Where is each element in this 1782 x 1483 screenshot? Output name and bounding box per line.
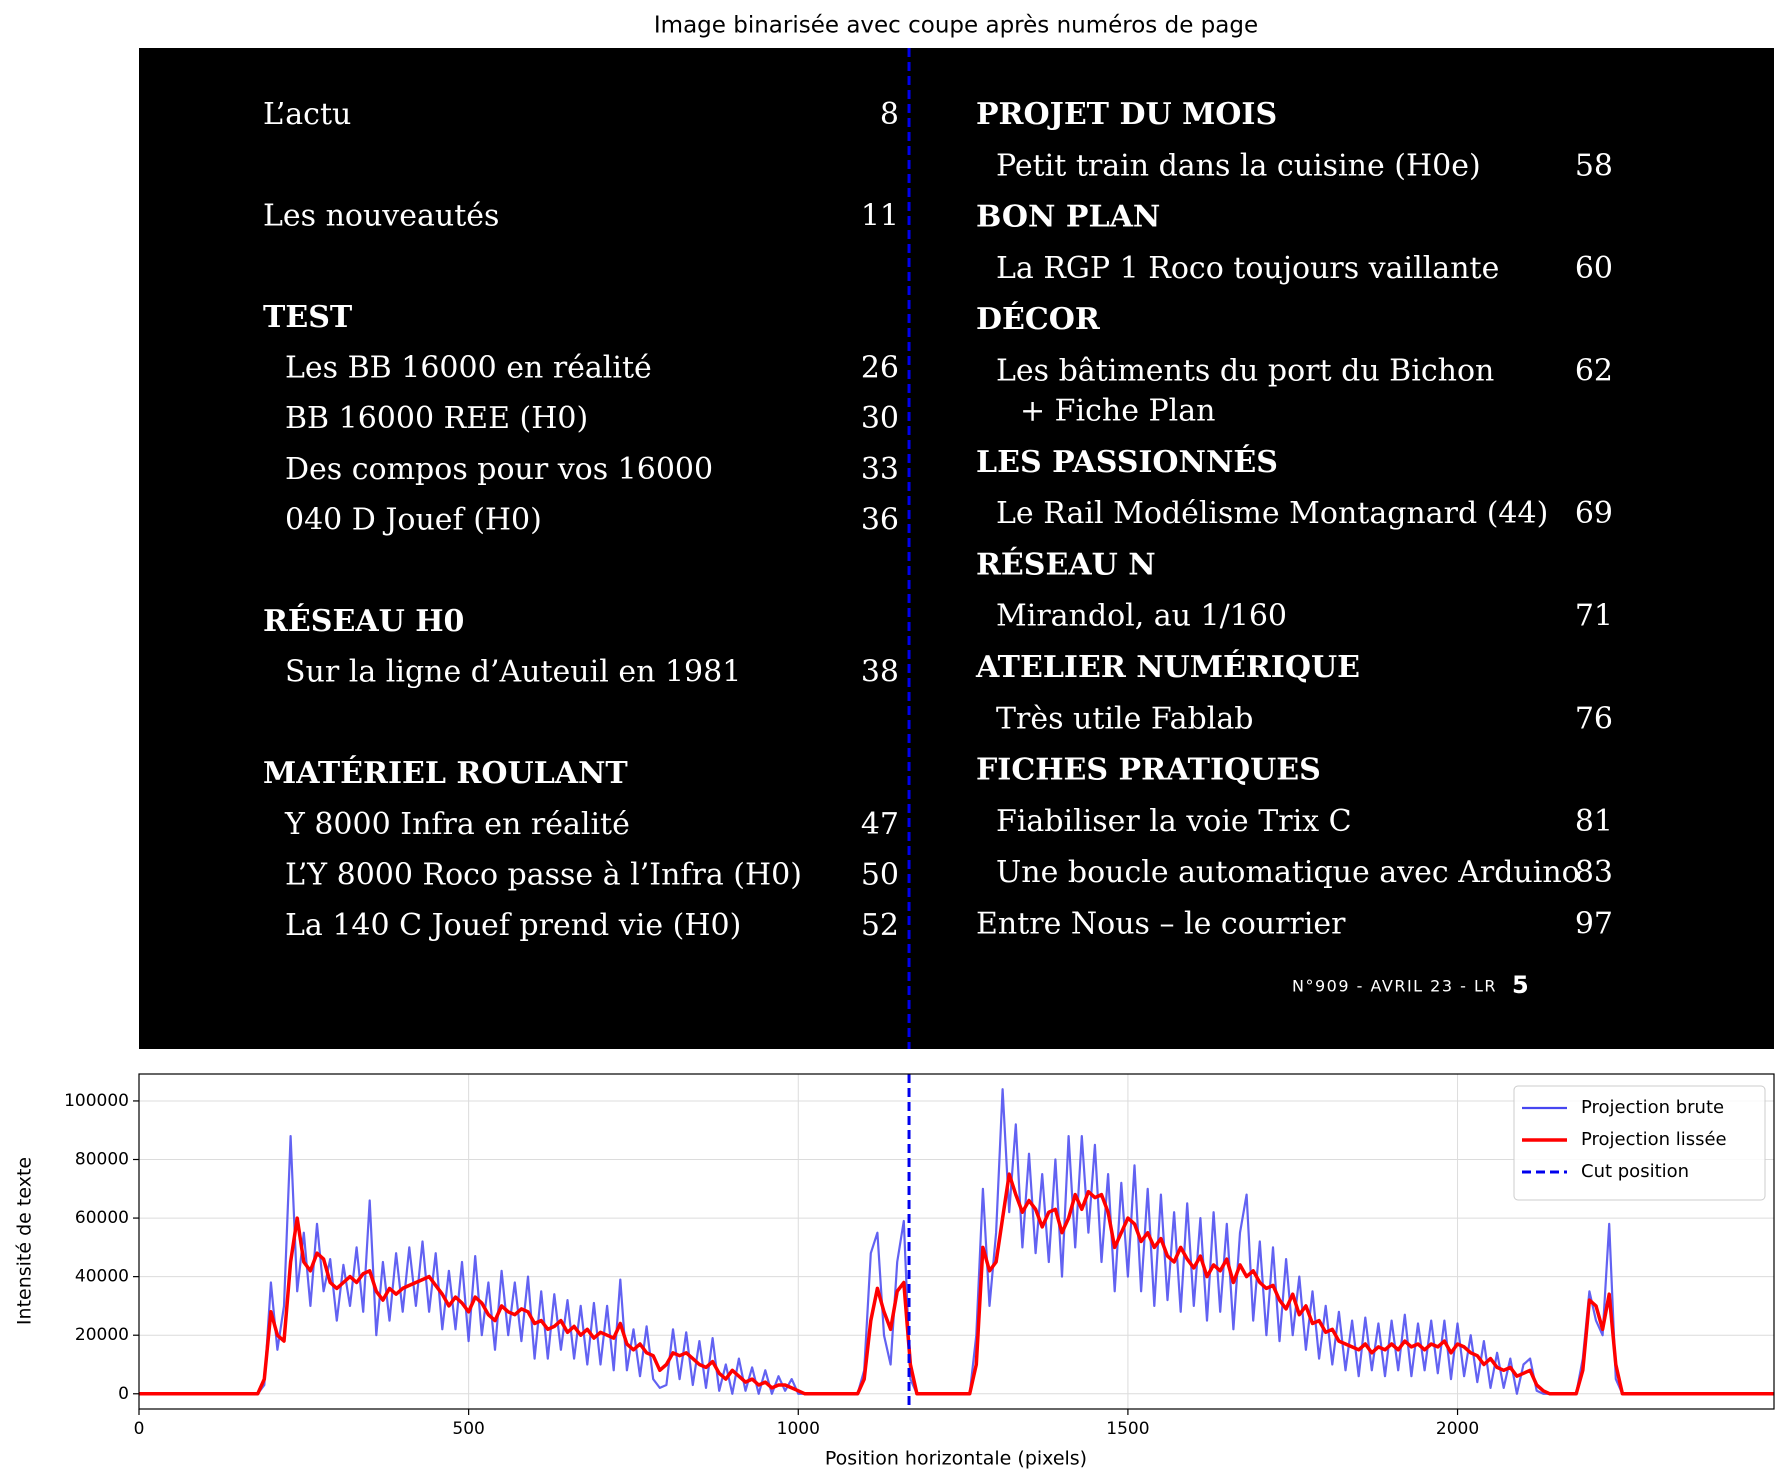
page-number: 52	[861, 908, 899, 943]
page-number: 60	[1575, 251, 1613, 286]
page-number: 50	[861, 858, 899, 893]
y-tick-label: 40000	[75, 1267, 129, 1287]
plot-frame	[138, 1073, 1775, 1410]
page-number: 33	[861, 452, 899, 487]
y-tick-label: 60000	[75, 1208, 129, 1228]
y-tick-label: 0	[118, 1384, 129, 1404]
page-number: 38	[861, 655, 899, 690]
section-heading: LES PASSIONNÉS	[976, 444, 1278, 480]
toc-entry: L’Y 8000 Roco passe à l’Infra (H0)	[285, 858, 802, 893]
x-tick-label: 2000	[1436, 1419, 1479, 1439]
toc-entry: Les nouveautés	[263, 198, 499, 233]
toc-entry: La RGP 1 Roco toujours vaillante	[996, 251, 1499, 286]
page-number: 58	[1575, 148, 1613, 183]
footer-page: 5	[1512, 971, 1529, 999]
section-heading: MATÉRIEL ROULANT	[263, 755, 628, 791]
legend-label: Projection brute	[1581, 1097, 1724, 1118]
y-tick-label: 80000	[75, 1150, 129, 1170]
toc-entry: Entre Nous – le courrier	[976, 907, 1346, 942]
binarized-image	[139, 48, 1774, 1049]
page-number: 71	[1575, 599, 1613, 634]
page-number: 8	[880, 97, 899, 132]
x-tick-label: 500	[452, 1419, 484, 1439]
page-number: 47	[861, 807, 899, 842]
page-number: 76	[1575, 701, 1613, 736]
toc-entry: BB 16000 REE (H0)	[285, 401, 588, 436]
toc-entry: Le Rail Modélisme Montagnard (44)	[996, 496, 1548, 531]
legend-label: Cut position	[1581, 1161, 1689, 1182]
page-number: 11	[861, 198, 899, 233]
toc-entry: Des compos pour vos 16000	[285, 452, 713, 487]
y-tick-label: 20000	[75, 1325, 129, 1345]
image-title: Image binarisée avec coupe après numéros…	[654, 13, 1258, 39]
x-tick-label: 0	[134, 1419, 145, 1439]
toc-entry: La 140 C Jouef prend vie (H0)	[285, 908, 741, 943]
legend-box	[1513, 1085, 1766, 1201]
section-heading: TEST	[263, 300, 353, 335]
toc-entry: Petit train dans la cuisine (H0e)	[996, 148, 1481, 183]
toc-entry: L’actu	[263, 97, 351, 132]
section-heading: ATELIER NUMÉRIQUE	[975, 649, 1360, 685]
toc-entry: 040 D Jouef (H0)	[285, 503, 542, 538]
page-number: 62	[1575, 354, 1613, 389]
toc-entry: Y 8000 Infra en réalité	[284, 807, 630, 842]
toc-entry: Très utile Fablab	[996, 701, 1253, 736]
y-tick-label: 100000	[64, 1091, 129, 1111]
toc-entry-continuation: + Fiche Plan	[1020, 394, 1215, 429]
x-tick-label: 1000	[777, 1419, 820, 1439]
toc-entry: Fiabiliser la voie Trix C	[996, 804, 1352, 839]
section-heading: RÉSEAU H0	[263, 603, 464, 639]
toc-entry: Les BB 16000 en réalité	[285, 351, 652, 386]
page-number: 30	[861, 401, 899, 436]
toc-entry: Sur la ligne d’Auteuil en 1981	[285, 655, 741, 690]
toc-entry: Mirandol, au 1/160	[996, 599, 1287, 634]
page-number: 97	[1575, 907, 1613, 942]
x-axis-label: Position horizontale (pixels)	[825, 1448, 1087, 1470]
footer-text: N°909 - AVRIL 23 - LR	[1292, 977, 1497, 996]
legend-label: Projection lissée	[1581, 1129, 1727, 1150]
section-heading: DÉCOR	[976, 301, 1101, 337]
x-tick-label: 1500	[1106, 1419, 1149, 1439]
section-heading: PROJET DU MOIS	[976, 97, 1277, 132]
page-number: 69	[1575, 496, 1613, 531]
plot-area	[139, 1074, 1774, 1409]
section-heading: BON PLAN	[976, 200, 1160, 235]
page-number: 81	[1575, 804, 1613, 839]
toc-entry: Les bâtiments du port du Bichon	[996, 354, 1494, 389]
y-axis-label: Intensité de texte	[14, 1157, 36, 1325]
page-number: 26	[861, 351, 899, 386]
section-heading: FICHES PRATIQUES	[976, 753, 1321, 788]
toc-entry: Une boucle automatique avec Arduino	[996, 855, 1580, 890]
page-number: 36	[861, 503, 899, 538]
page-number: 83	[1575, 855, 1613, 890]
section-heading: RÉSEAU N	[976, 546, 1156, 582]
series-line	[139, 1172, 1774, 1396]
